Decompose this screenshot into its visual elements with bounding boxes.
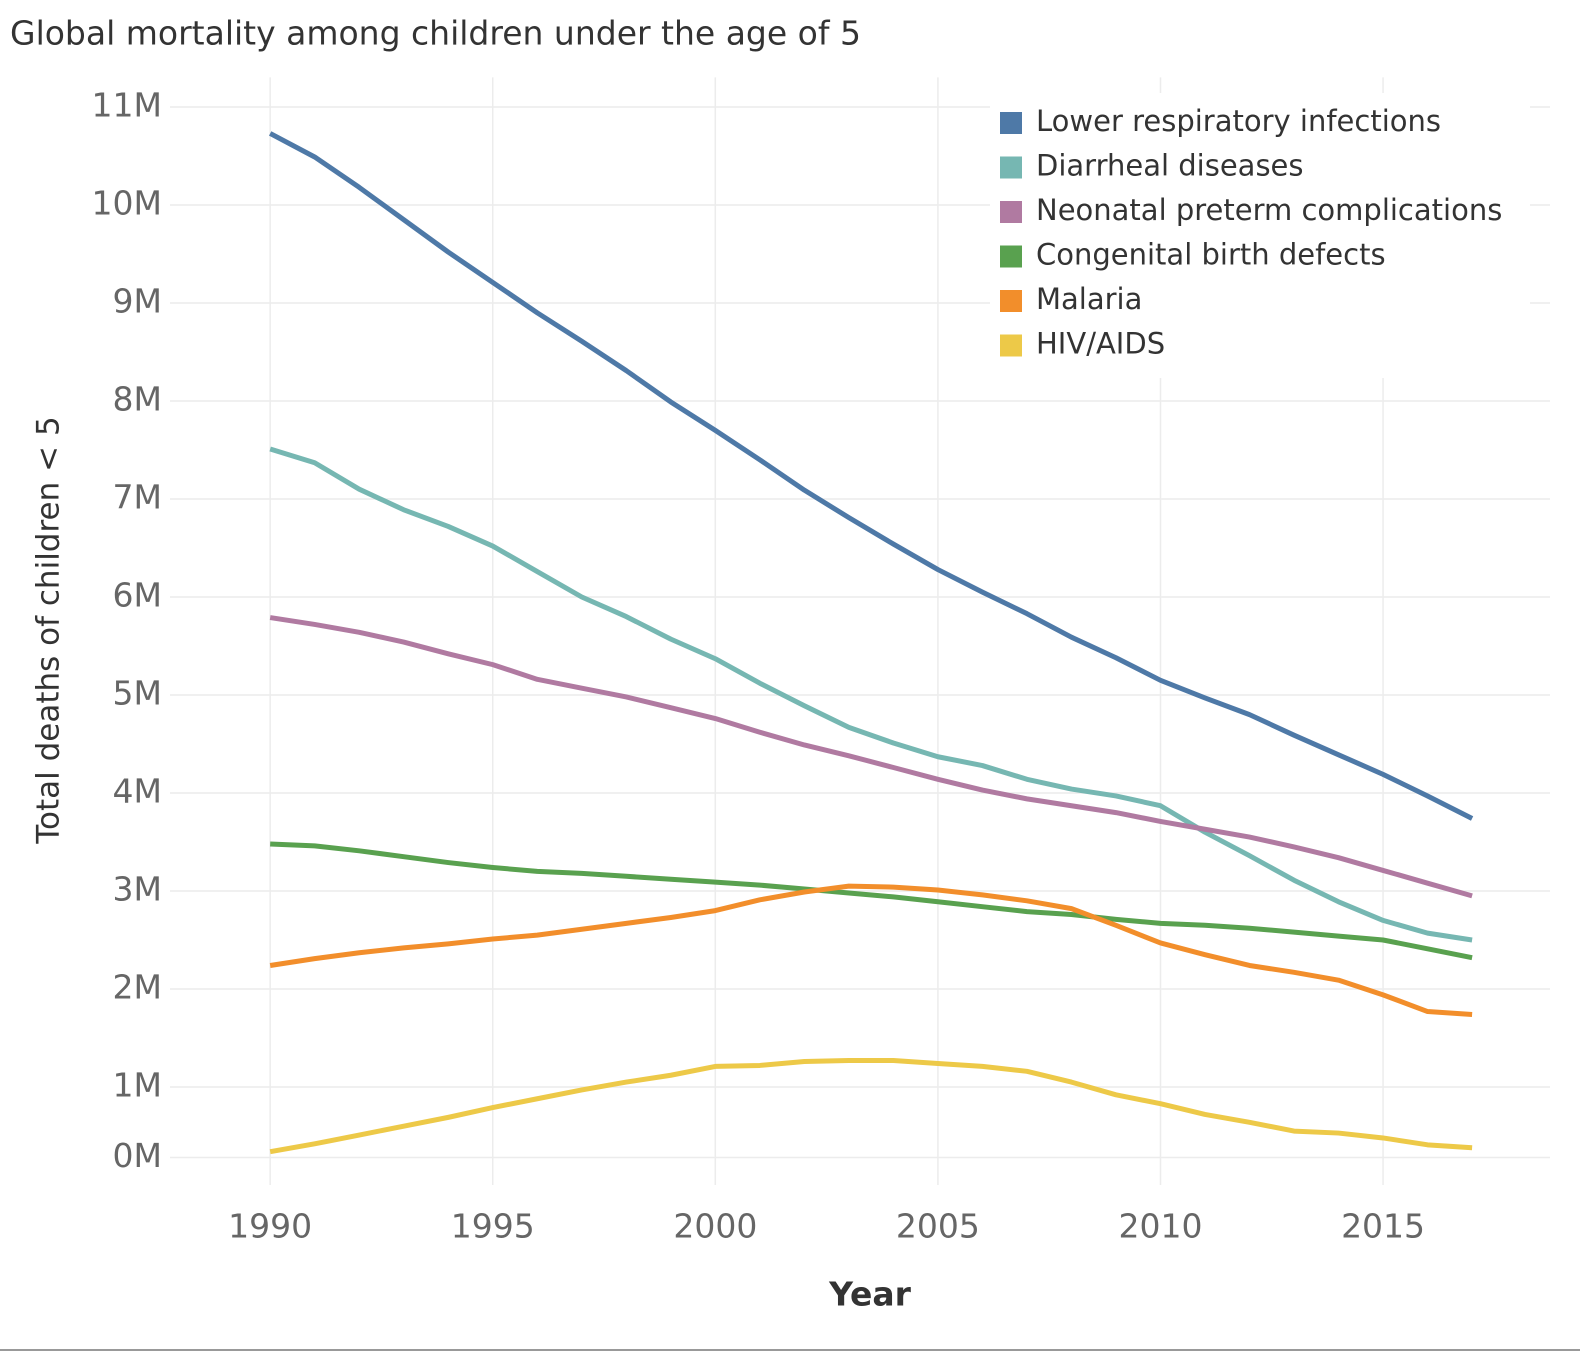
legend-label: Malaria [1036,282,1142,316]
x-tick-label: 2015 [1341,1207,1425,1246]
series-line [269,1058,1473,1155]
y-tick-label: 2M [113,968,162,1007]
x-tick-label: 2005 [896,1207,980,1246]
x-axis-title: Year [828,1275,912,1314]
y-tick-label: 11M [92,86,162,125]
series-line [268,131,1474,821]
series-line [269,883,1473,1017]
legend-background [990,93,1530,378]
series-line [270,841,1473,961]
y-tick-label: 0M [113,1136,162,1175]
y-tick-label: 4M [113,772,162,811]
y-tick-label: 10M [92,184,162,223]
legend-swatch [1000,156,1022,179]
x-tick-label: 2010 [1118,1207,1202,1246]
y-tick-label: 3M [113,870,162,909]
chart-title: Global mortality among children under th… [10,14,861,53]
legend-label: Congenital birth defects [1036,238,1386,272]
x-tick-label: 2000 [673,1207,757,1246]
y-tick-label: 7M [113,478,162,517]
y-tick-label: 6M [113,576,162,615]
y-tick-label: 9M [113,282,162,321]
legend-swatch [1000,334,1022,357]
legend-swatch [1000,245,1022,268]
y-tick-label: 5M [113,674,162,713]
y-axis-title: Total deaths of children < 5 [31,416,67,844]
x-tick-label: 1990 [228,1207,312,1246]
legend-label: Lower respiratory infections [1036,104,1441,138]
series-line [269,615,1473,899]
x-tick-label: 1995 [451,1207,535,1246]
legend-swatch [1000,201,1022,223]
series-line [269,446,1473,943]
legend-label: Diarrheal diseases [1036,149,1304,183]
legend-label: Neonatal preterm complications [1036,193,1502,227]
legend-swatch [1000,290,1022,312]
legend-label: HIV/AIDS [1036,327,1165,361]
legend-swatch [1000,112,1022,134]
y-tick-label: 8M [113,380,162,419]
y-tick-label: 1M [113,1066,162,1105]
